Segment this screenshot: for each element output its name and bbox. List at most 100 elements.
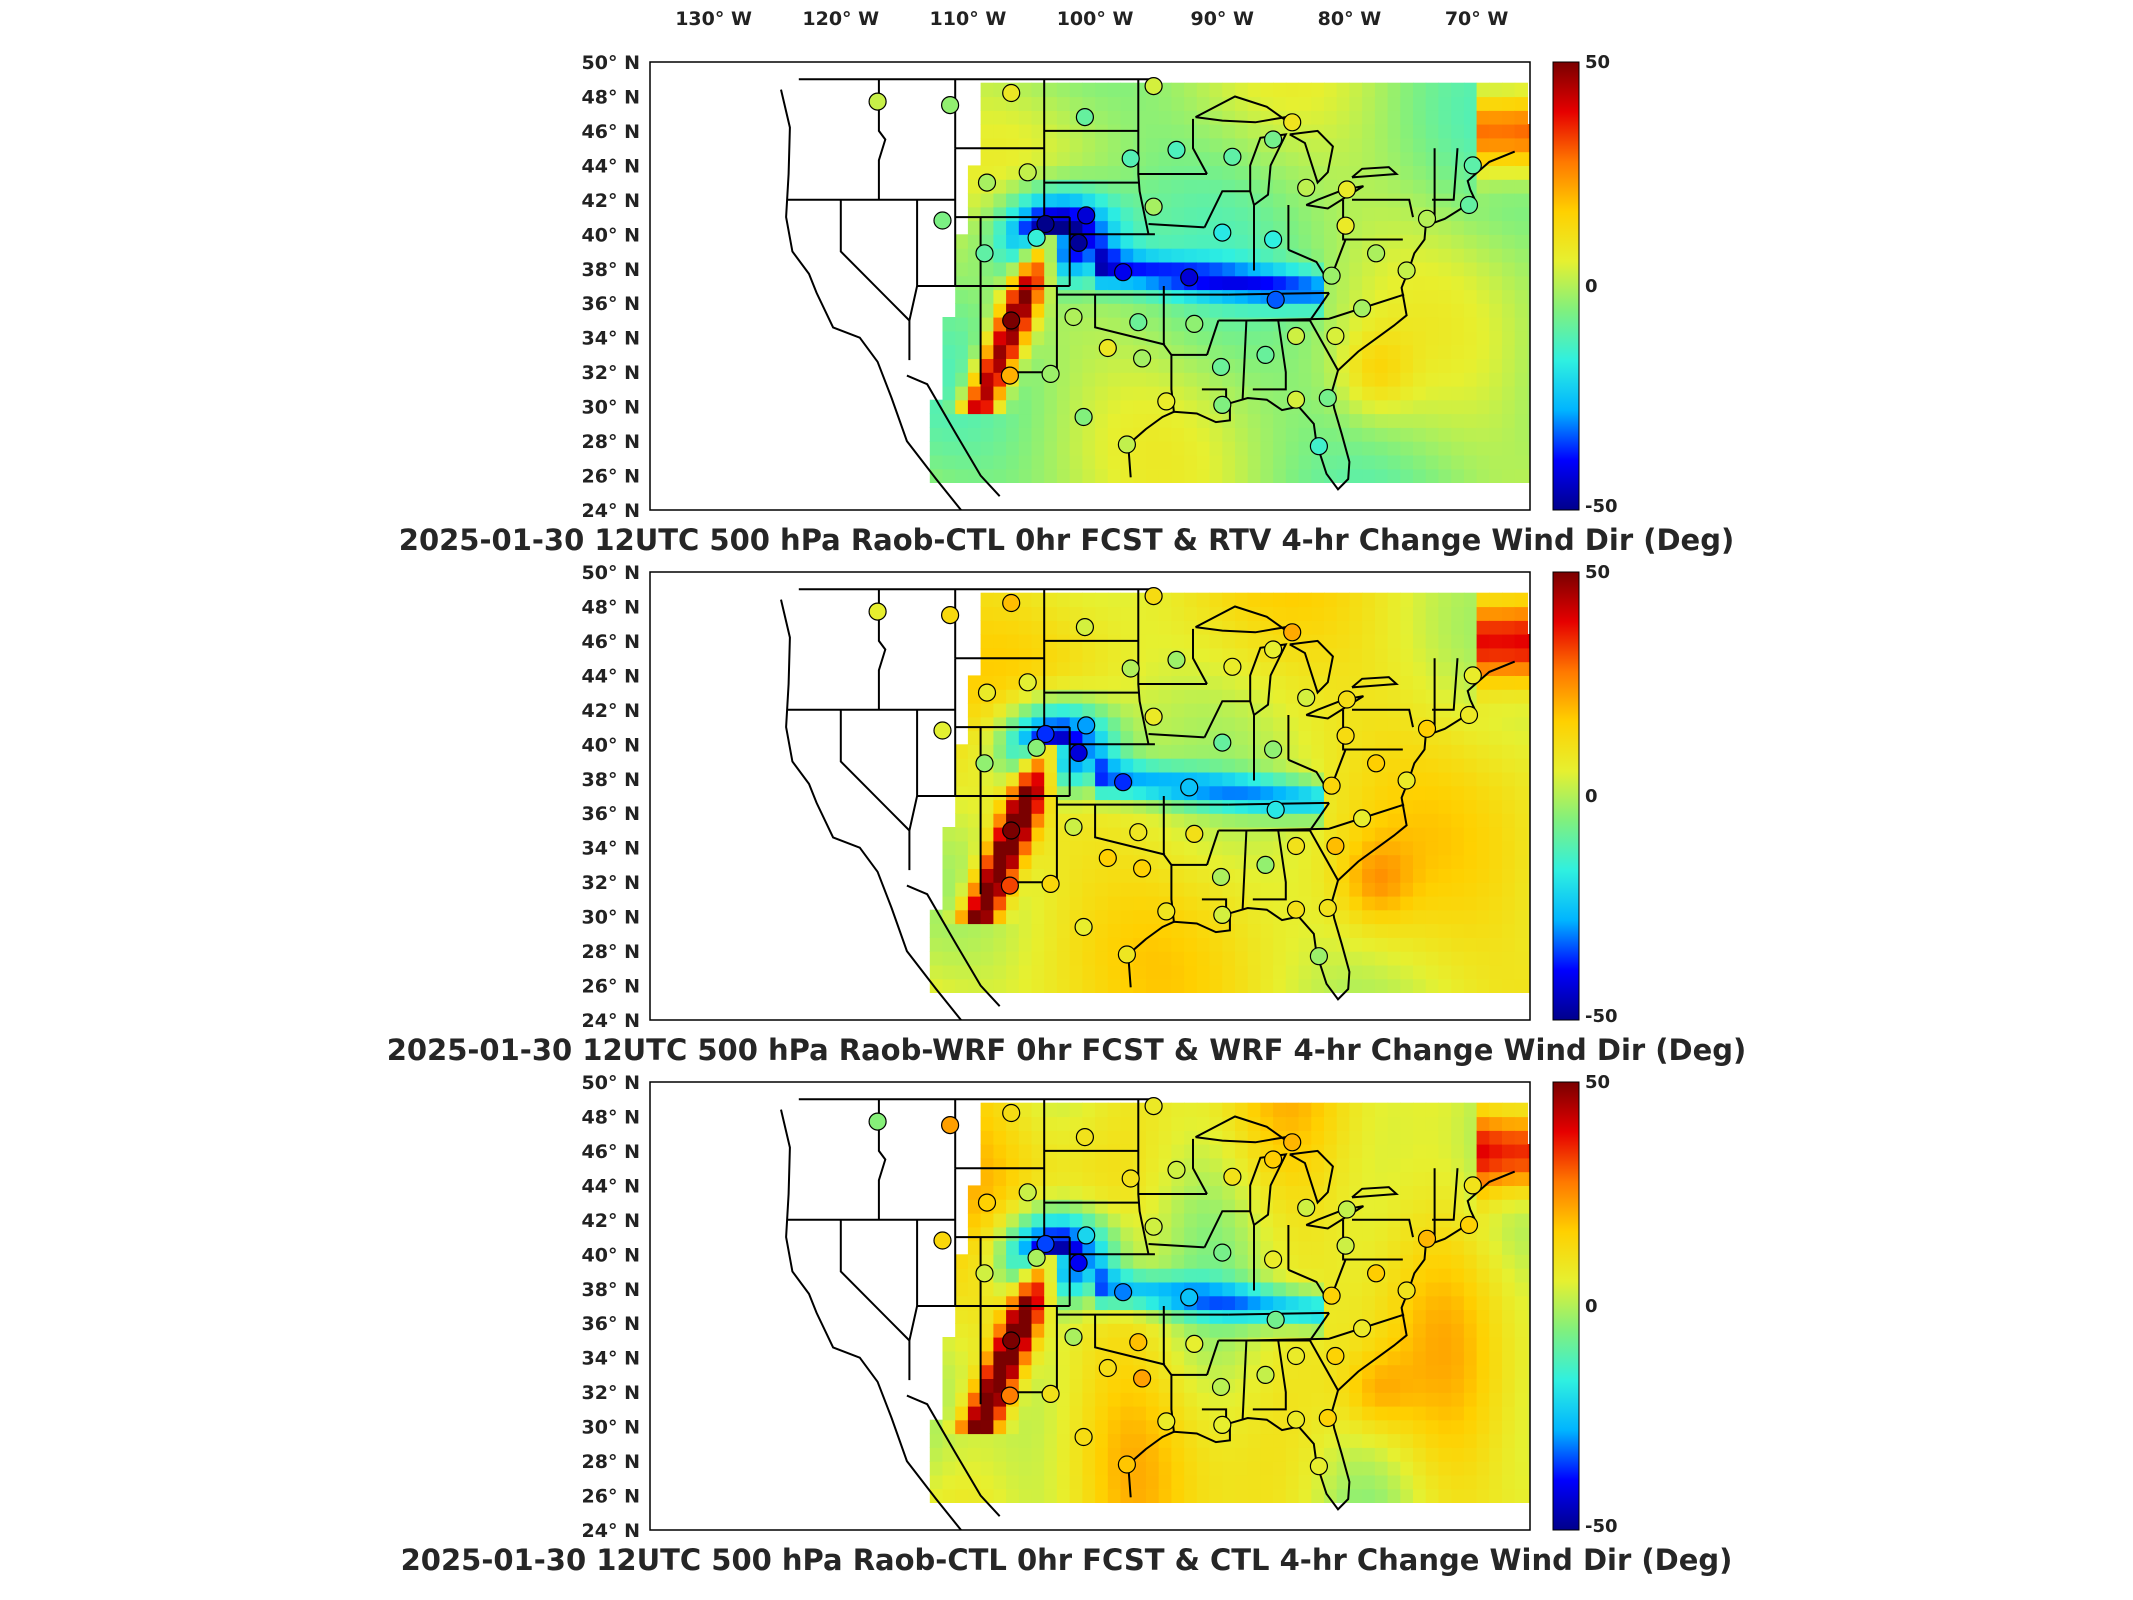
station-marker [1077,1226,1096,1245]
station-marker [1117,1455,1137,1474]
station-marker [1326,1346,1345,1366]
station-marker [1459,1215,1479,1235]
colorbar-tick-label: -50 [1585,496,1618,517]
station-marker [1002,311,1021,330]
station-marker [1064,1327,1083,1347]
station-marker [1211,1377,1231,1397]
latitude-tick-label: 48° N [582,597,640,619]
wind-direction-field [929,82,1530,483]
station-marker [1075,1127,1095,1147]
station-marker [1318,1408,1337,1428]
station-marker [1223,657,1242,676]
station-marker [1283,623,1302,642]
latitude-tick-label: 36° N [582,293,640,315]
station-marker [1185,314,1204,333]
station-marker [1263,230,1283,249]
station-marker [1121,149,1140,168]
latitude-tick-label: 50° N [582,52,640,74]
station-marker [1417,1229,1437,1248]
station-marker [1397,1281,1416,1300]
latitude-tick-label: 26° N [582,466,640,488]
latitude-tick-label: 26° N [582,976,640,998]
station-marker [1336,1236,1355,1255]
latitude-tick-label: 46° N [582,1141,640,1163]
latitude-tick-label: 34° N [582,328,640,350]
latitude-tick-label: 32° N [582,362,640,384]
station-marker [977,683,997,702]
latitude-tick-label: 44° N [582,665,640,687]
station-marker [1180,778,1199,797]
station-marker [1463,1176,1482,1195]
map-panel-ctl: 50° N 48° N 46° N 44° N 42° N 40° N 38° N 36° N… [0,1070,2133,1580]
longitude-tick-label: 80° W [1317,8,1382,30]
map-frame [649,571,1531,1021]
station-marker [1211,357,1231,377]
station-marker [1256,855,1275,874]
station-marker [1336,726,1355,745]
map-panel-rtv: 50° N 48° N 46° N 44° N 42° N 40° N 38° N 36° N… [0,50,2133,560]
latitude-tick-label: 42° N [582,700,640,722]
station-marker [1121,1169,1140,1188]
station-marker [1018,673,1037,692]
latitude-tick-label: 40° N [582,224,640,246]
station-marker [1144,76,1163,96]
colorbar [1552,61,1580,511]
station-marker [977,1193,997,1212]
station-marker [1263,1150,1283,1169]
station-marker [1157,392,1176,411]
station-marker [1041,364,1060,383]
station-marker [1286,900,1306,919]
station-marker [1113,1283,1133,1302]
station-marker [1337,180,1357,199]
station-marker [1064,817,1083,837]
station-marker [1002,1103,1021,1123]
station-marker [1167,1160,1186,1180]
panel-title: 2025-01-30 12UTC 500 hPa Raob-CTL 0hr FC… [398,523,1735,557]
station-marker [1098,338,1117,358]
station-marker [1336,216,1355,235]
station-marker [1027,738,1046,757]
station-marker [1144,1217,1163,1236]
station-marker [1157,1412,1176,1431]
latitude-tick-label: 44° N [582,155,640,177]
station-marker [940,605,960,625]
station-marker [1132,349,1152,368]
latitude-tick-label: 24° N [582,500,640,522]
map-figure: 50° N 48° N 46° N 44° N 42° N 40° N 38° N 36° N… [582,1072,1618,1542]
station-marker [1417,209,1437,228]
colorbar [1552,571,1580,1021]
station-marker [1352,1319,1372,1338]
station-marker [1318,388,1337,408]
station-marker [1018,163,1037,182]
map-figure: 50° N 48° N 46° N 44° N 42° N 40° N 38° N 36° N… [582,562,1618,1032]
station-marker [1286,390,1306,409]
latitude-tick-label: 36° N [582,803,640,825]
coastline-and-borders [780,588,1516,1020]
latitude-tick-label: 42° N [582,1210,640,1232]
station-marker [1463,156,1482,175]
station-marker [1283,1133,1302,1152]
raob-stations [868,1096,1482,1476]
map-figure: 50° N 48° N 46° N 44° N 42° N 40° N 38° N 36° N… [582,52,1618,522]
station-marker [975,244,994,263]
latitude-tick-label: 26° N [582,1486,640,1508]
station-marker [1121,659,1140,678]
station-marker [1144,1096,1163,1116]
station-marker [1286,326,1306,346]
station-marker [1077,206,1096,225]
station-marker [1075,107,1095,127]
station-marker [1069,1253,1088,1272]
station-marker [1263,1250,1283,1269]
colorbar-tick-label: 50 [1585,1072,1610,1093]
station-marker [933,721,952,740]
station-marker [1074,407,1093,427]
station-marker [1213,1243,1232,1262]
station-marker [933,1231,952,1250]
latitude-tick-label: 30° N [582,1417,640,1439]
panel-title: 2025-01-30 12UTC 500 hPa Raob-WRF 0hr FC… [386,1033,1747,1067]
colorbar-tick-label: 50 [1585,52,1610,73]
station-marker [1266,1310,1285,1329]
longitude-tick-label: 100° W [1056,8,1134,30]
latitude-tick-label: 24° N [582,1520,640,1542]
latitude-tick-label: 28° N [582,1451,640,1473]
